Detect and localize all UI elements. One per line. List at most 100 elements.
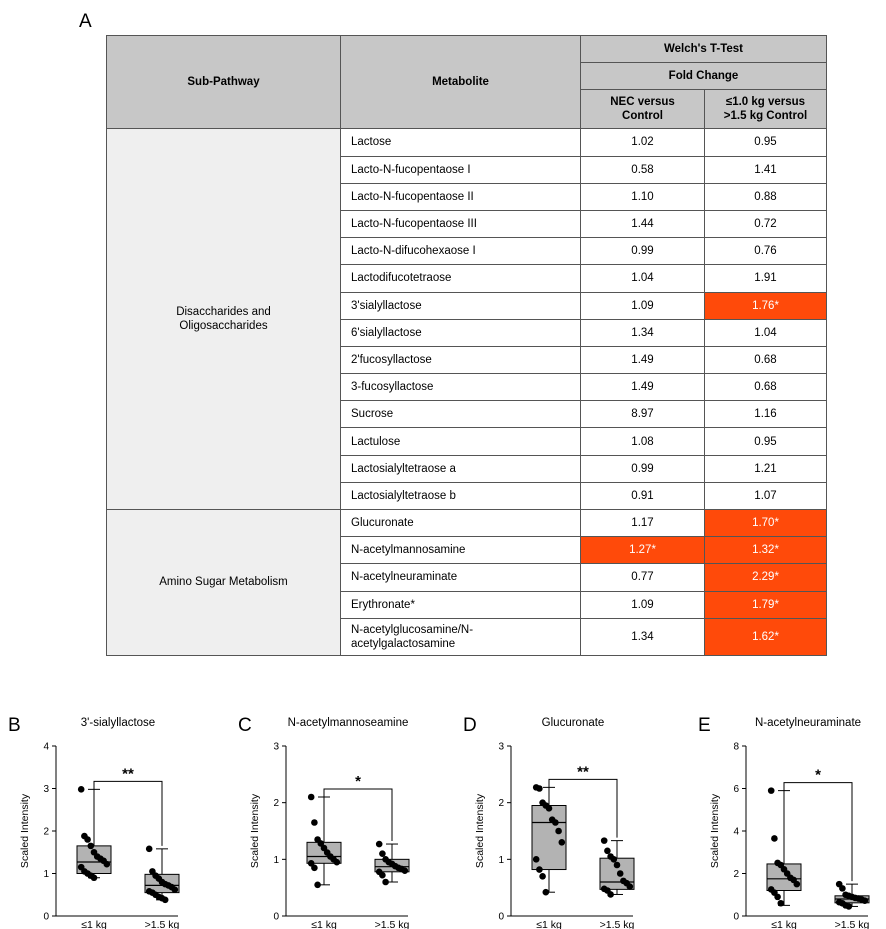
group-label: ≤1 kg	[771, 919, 797, 929]
metabolite-cell: Lactose	[340, 128, 581, 157]
table-row: Lactosialyltetraose a 0.99 1.21	[107, 454, 827, 483]
weight-fold-change-cell: 1.70*	[704, 508, 827, 538]
y-axis-label: Scaled Intensity	[709, 793, 721, 868]
nec-fold-change-cell: 1.27*	[580, 536, 705, 565]
table-row: N-acetylmannosamine 1.27* 1.32*	[107, 536, 827, 565]
y-tick-label: 2	[498, 798, 504, 809]
data-point	[616, 870, 624, 877]
metabolite-cell: Erythronate*	[340, 590, 581, 619]
y-tick-label: 1	[498, 855, 504, 866]
panel-letter: E	[698, 715, 711, 736]
weight-fold-change-cell: 0.68	[704, 373, 827, 402]
data-point	[613, 861, 621, 869]
data-point	[103, 860, 111, 868]
y-axis-label: Scaled Intensity	[474, 793, 486, 868]
nec-fold-change-cell: 0.58	[580, 155, 705, 184]
nec-fold-change-cell: 1.09	[580, 590, 705, 619]
data-point	[545, 805, 553, 812]
metabolite-cell: Sucrose	[340, 400, 581, 429]
data-point	[90, 874, 98, 882]
nec-fold-change-cell: 1.17	[580, 508, 705, 538]
data-point	[610, 856, 618, 863]
y-axis-label: Scaled Intensity	[19, 793, 31, 868]
data-point	[333, 858, 341, 866]
boxplot-svg: E N-acetylneuraminate Scaled Intensity 0 2 4 6…	[698, 715, 870, 929]
nec-fold-change-cell: 1.34	[580, 318, 705, 347]
plot-title: Glucuronate	[542, 717, 605, 729]
nec-fold-change-cell: 0.99	[580, 237, 705, 266]
data-point	[555, 827, 562, 835]
y-tick-label: 8	[733, 742, 739, 753]
weight-fold-change-cell: 1.76*	[704, 291, 827, 320]
group-label: >1.5 kg	[375, 919, 410, 929]
significance-bracket	[548, 778, 618, 838]
significance-bracket	[323, 788, 393, 842]
table-row: Erythronate* 1.09 1.79*	[107, 590, 827, 619]
header-sub-pathway: Sub-Pathway	[106, 34, 341, 130]
boxplot-panel-b: B 3'-sialyllactose Scaled Intensity 0 1 2 3 4 ≤1…	[0, 714, 200, 929]
weight-fold-change-cell: 1.07	[704, 481, 827, 511]
nec-fold-change-cell: 1.09	[580, 291, 705, 320]
data-point	[379, 850, 386, 857]
metabolite-cell: 3'sialyllactose	[340, 291, 581, 320]
weight-fold-change-cell: 0.72	[704, 209, 827, 239]
boxplot-svg: C N-acetylmannoseamine Scaled Intensity 0 1 2…	[238, 715, 410, 929]
data-point	[558, 839, 566, 846]
boxplot-svg: B 3'-sialyllactose Scaled Intensity 0 1 2 3 4 ≤1…	[8, 715, 180, 929]
y-tick-label: 3	[43, 784, 49, 795]
group-label: ≤1 kg	[536, 919, 562, 929]
header-fold-change: Fold Change	[580, 62, 827, 91]
table-row: Lactulose 1.08 0.95	[107, 427, 827, 456]
data-point	[311, 819, 318, 826]
weight-fold-change-cell: 0.76	[704, 237, 827, 266]
boxplot-panel-e: E N-acetylneuraminate Scaled Intensity 0 2 4 6…	[690, 714, 886, 929]
metabolite-cell: Lacto-N-fucopentaose I	[340, 155, 581, 184]
y-tick-label: 3	[498, 742, 504, 753]
data-point	[171, 886, 179, 893]
weight-fold-change-cell: 0.95	[704, 427, 827, 456]
nec-fold-change-cell: 1.49	[580, 345, 705, 375]
data-point	[626, 883, 634, 890]
nec-fold-change-cell: 1.49	[580, 373, 705, 402]
weight-fold-change-cell: 0.88	[704, 182, 827, 211]
data-point	[87, 842, 95, 850]
data-point	[375, 840, 383, 848]
significance-marker: *	[355, 773, 361, 790]
metabolite-cell: N-acetylglucosamine/N-acetylgalactosamin…	[340, 617, 581, 656]
weight-fold-change-cell: 1.04	[704, 318, 827, 347]
y-tick-label: 3	[273, 742, 279, 753]
panel-a-letter: A	[79, 11, 92, 32]
data-point	[536, 866, 543, 873]
nec-fold-change-cell: 0.77	[580, 563, 705, 592]
significance-marker: **	[577, 763, 589, 780]
y-tick-label: 0	[498, 912, 504, 923]
y-tick-label: 0	[43, 912, 49, 923]
metabolite-cell: Lacto-N-fucopentaose II	[340, 182, 581, 211]
boxplot-svg: D Glucuronate Scaled Intensity 0 1 2 3 ≤1 kg >1.…	[463, 715, 635, 929]
metabolite-cell: Lactosialyltetraose a	[340, 454, 581, 483]
nec-fold-change-cell: 1.10	[580, 182, 705, 211]
metabolite-cell: Lacto-N-difucohexaose I	[340, 237, 581, 266]
y-tick-label: 2	[733, 869, 739, 880]
nec-fold-change-cell: 1.08	[580, 427, 705, 456]
metabolite-cell: Lacto-N-fucopentaose III	[340, 209, 581, 239]
table-row: Lacto-N-fucopentaose II 1.10 0.88	[107, 182, 827, 211]
y-tick-label: 2	[43, 827, 49, 838]
panel-letter: D	[463, 715, 477, 736]
group-label: >1.5 kg	[835, 919, 870, 929]
plot-title: 3'-sialyllactose	[81, 717, 155, 729]
data-point	[542, 888, 550, 896]
data-point	[552, 819, 559, 826]
data-point	[771, 835, 778, 842]
table-row: N-acetylneuraminate 0.77 2.29*	[107, 563, 827, 592]
table-row: Lacto-N-fucopentaose III 1.44 0.72	[107, 209, 827, 239]
metabolite-cell: 6'sialyllactose	[340, 318, 581, 347]
plot-title: N-acetylmannoseamine	[288, 717, 409, 729]
weight-fold-change-cell: 1.32*	[704, 536, 827, 565]
y-tick-label: 0	[273, 912, 279, 923]
metabolite-cell: Lactodifucotetraose	[340, 264, 581, 293]
nec-fold-change-cell: 0.99	[580, 454, 705, 483]
data-point	[774, 893, 781, 901]
table-row: Amino Sugar Metabolism Glucuronate 1.17 1.7…	[106, 508, 827, 656]
data-point	[539, 873, 546, 880]
